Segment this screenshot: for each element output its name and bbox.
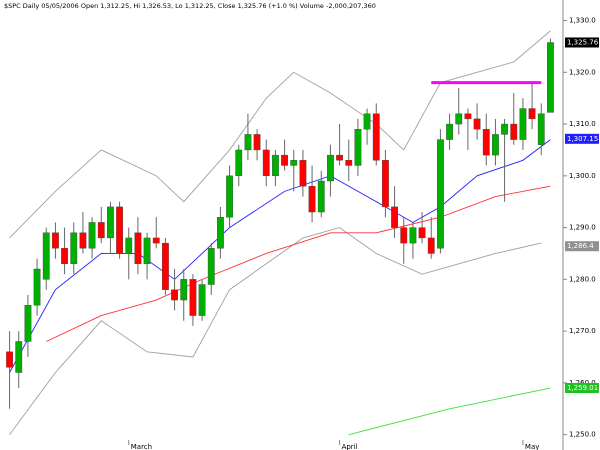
overlay-line	[9, 139, 551, 373]
candle-body	[134, 232, 142, 265]
candle-body	[482, 129, 490, 156]
overlay-line	[9, 30, 551, 239]
x-tick-label: April	[342, 443, 358, 450]
last-value-label: 1,259.01	[567, 384, 598, 392]
overlay-line	[9, 227, 542, 435]
candle-body	[107, 206, 114, 239]
candle-body	[473, 118, 481, 130]
last-value-box	[565, 133, 599, 144]
candle-body	[42, 232, 50, 280]
candle-body	[391, 206, 398, 228]
candle-body	[299, 160, 307, 187]
last-value-box	[565, 241, 599, 252]
candle-body	[180, 279, 188, 301]
candle-body	[226, 175, 233, 218]
candle-body	[455, 113, 463, 125]
candle-body	[235, 149, 243, 177]
x-tick-label: March	[131, 443, 152, 450]
candle-body	[171, 289, 178, 301]
candle-body	[427, 237, 435, 254]
candle-body	[363, 113, 371, 130]
candle-body	[207, 248, 215, 285]
overlay-line	[46, 185, 551, 342]
candle-body	[33, 268, 41, 306]
candle-body	[528, 108, 536, 120]
candle-body	[262, 149, 270, 177]
last-value-box	[565, 383, 599, 394]
candle-body	[189, 279, 197, 316]
candle-body	[24, 305, 32, 342]
candle-body	[162, 242, 169, 290]
candle-body	[446, 123, 453, 140]
candle-body	[501, 123, 508, 135]
x-tick-label: May	[525, 443, 539, 450]
chart-title: $SPC Daily 05/05/2006 Open 1,312.25, Hi …	[4, 2, 376, 10]
y-tick-label: 1,290.0	[569, 224, 596, 232]
candle-body	[354, 129, 362, 166]
candle-body	[15, 341, 23, 373]
candle-body	[510, 123, 518, 140]
candle-body	[345, 160, 353, 166]
candle-body	[437, 139, 444, 249]
y-tick-label: 1,280.0	[569, 275, 596, 283]
candle-body	[464, 113, 472, 120]
candle-body	[70, 232, 78, 265]
y-tick-label: 1,330.0	[569, 17, 596, 25]
candle-body	[152, 237, 160, 244]
candle-body	[308, 185, 316, 213]
candle-body	[519, 108, 527, 140]
overlay-line	[348, 387, 551, 436]
candle-body	[317, 180, 325, 213]
candle-body	[125, 237, 133, 254]
candle-body	[537, 113, 545, 145]
candle-body	[547, 42, 554, 113]
candle-body	[281, 154, 288, 166]
y-tick-label: 1,310.0	[569, 120, 596, 128]
candle-body	[290, 160, 298, 166]
y-tick-label: 1,270.0	[569, 327, 596, 335]
candle-body	[244, 134, 252, 151]
last-value-label: 1,307.15	[567, 135, 598, 143]
last-value-label: 1,286.4	[567, 242, 594, 250]
candle-body	[400, 227, 408, 244]
candle-body	[327, 154, 334, 182]
last-value-box	[565, 37, 599, 48]
candle-body	[97, 222, 105, 239]
candle-body	[492, 134, 499, 156]
candle-body	[272, 154, 279, 177]
candle-body	[52, 232, 59, 249]
candle-body	[61, 248, 68, 265]
y-tick-label: 1,260.0	[569, 379, 596, 387]
candle-body	[372, 113, 380, 161]
candle-body	[409, 227, 417, 244]
candle-body	[217, 217, 224, 249]
candle-body	[143, 237, 151, 265]
y-tick-label: 1,300.0	[569, 172, 596, 180]
candle-body	[79, 232, 87, 249]
candle-body	[198, 284, 206, 316]
candle-body	[6, 351, 13, 368]
last-value-label: 1,325.76	[567, 38, 599, 46]
y-tick-label: 1,320.0	[569, 68, 596, 76]
y-tick-label: 1,250.0	[569, 431, 596, 439]
candle-body	[382, 160, 389, 208]
candle-body	[336, 154, 343, 161]
candle-body	[88, 222, 96, 249]
candle-body	[418, 227, 426, 239]
candle-body	[116, 206, 123, 254]
candle-body	[253, 134, 261, 151]
